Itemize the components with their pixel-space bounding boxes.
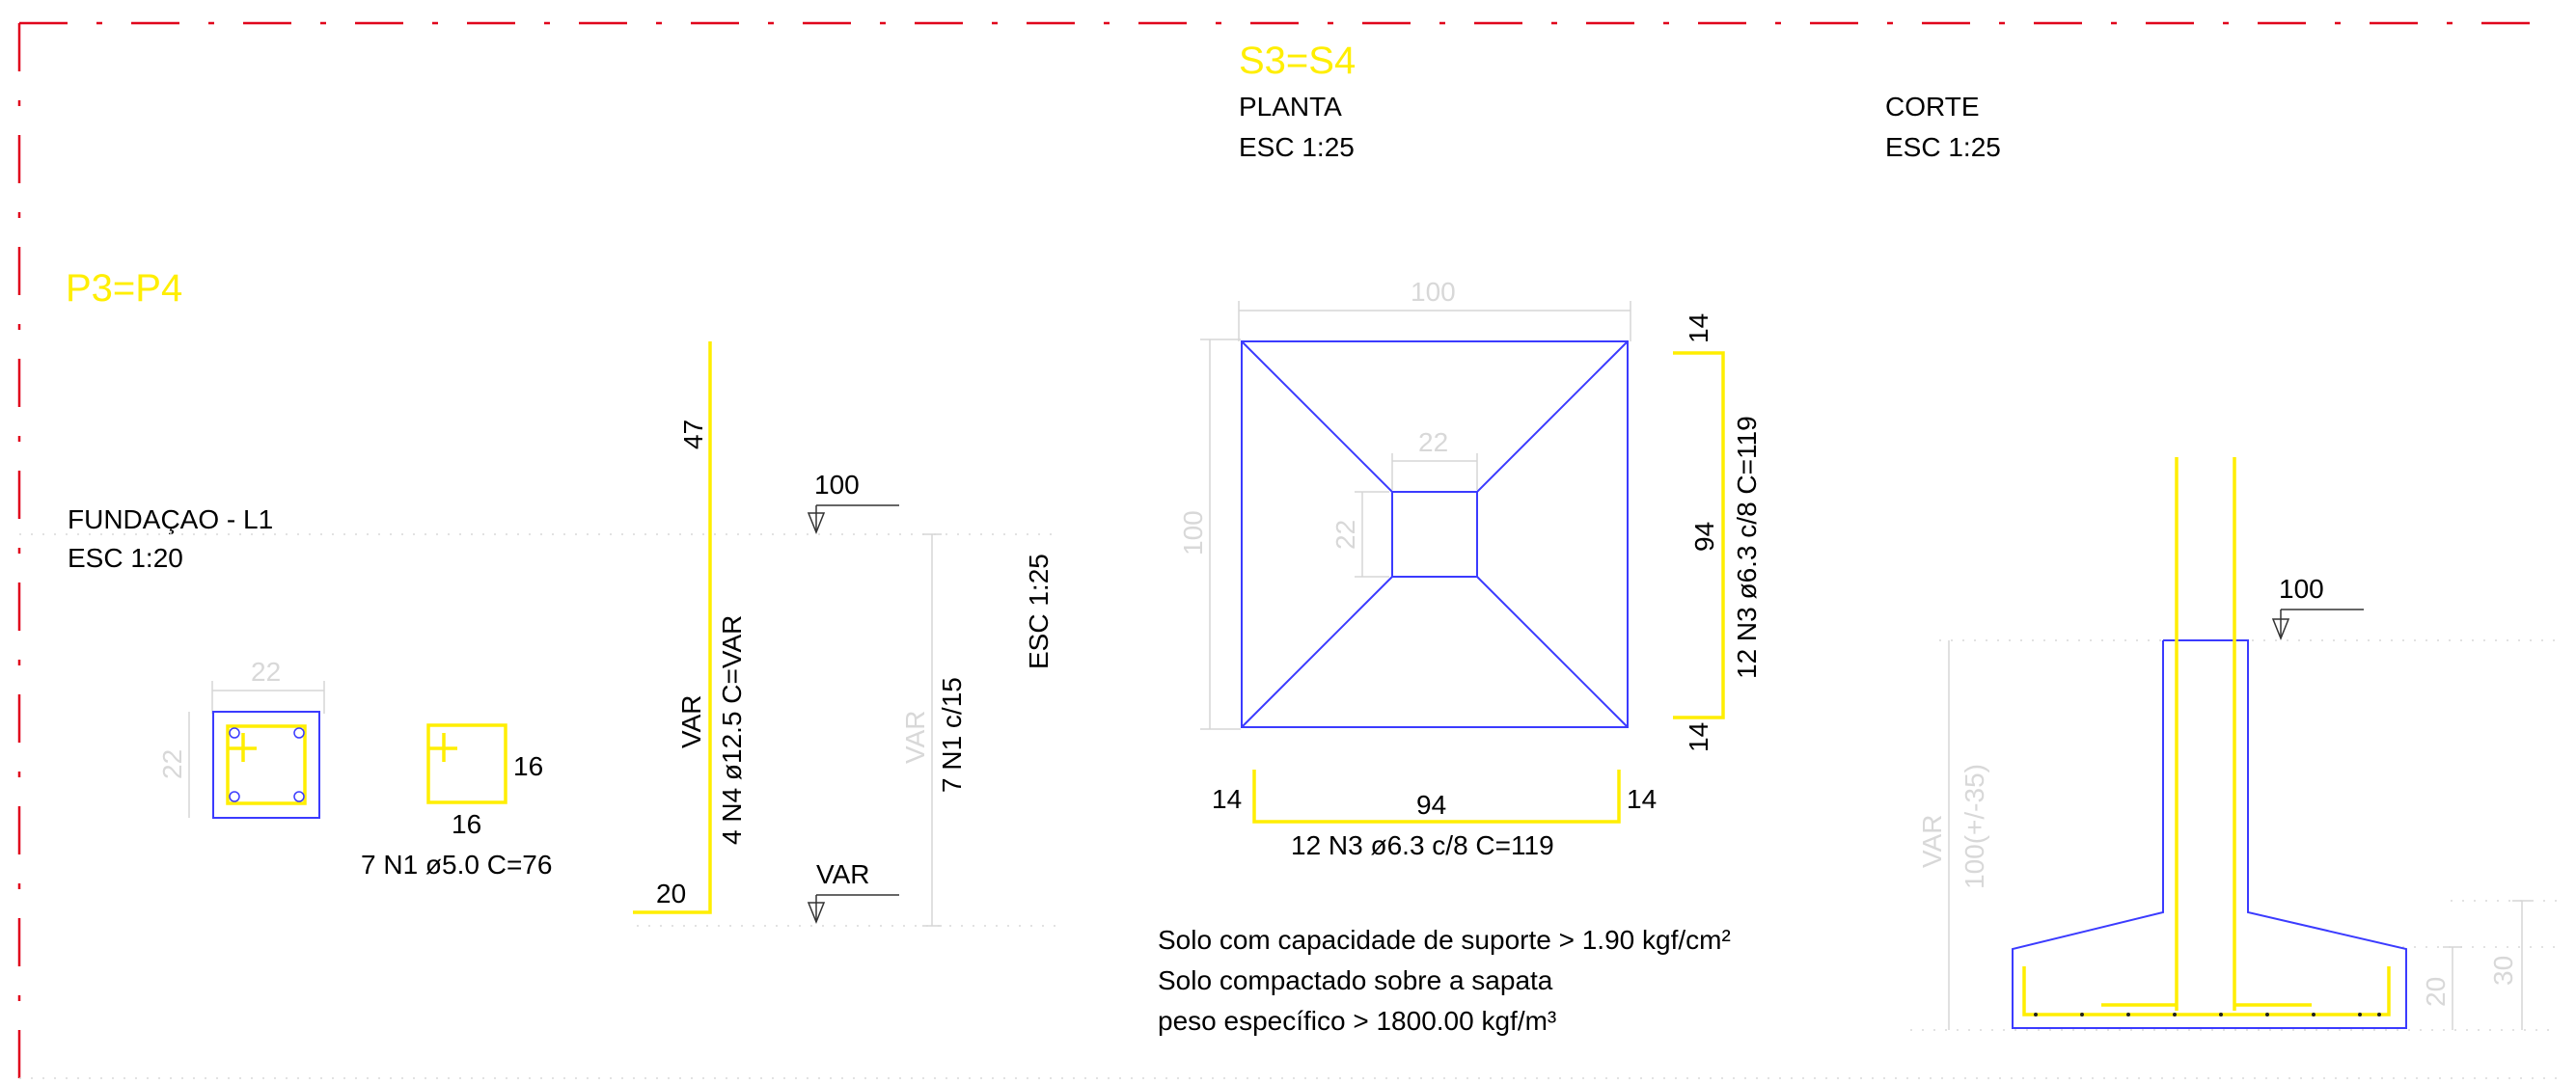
right-bar-bottom: 14 [1684,722,1713,752]
pillar-dim-top: 22 [251,657,281,687]
bar-hook-length: 20 [656,879,686,908]
note-line: Solo com capacidade de suporte > 1.90 kg… [1158,925,1731,955]
corte-label: CORTE [1885,92,1980,122]
pillar-stirrup [226,724,307,805]
level-top: 100 [814,470,860,500]
rebar-dot [293,727,305,739]
rebar-dot [229,791,240,802]
section-height: 100(+/-35) [1959,764,1989,889]
section-dim-30: 30 [2488,956,2518,986]
bottom-bar-right: 14 [1627,784,1657,814]
soil-notes: Solo com capacidade de suporte > 1.90 kg… [1158,925,1731,1036]
stirrup-spec: 7 N1 ø5.0 C=76 [361,850,552,880]
pedestal-outline [1391,491,1478,578]
sheet-border [17,21,2557,1084]
footing-outline [1241,340,1629,728]
right-bar-top: 14 [1684,313,1713,343]
note-line: peso específico > 1800.00 kgf/m³ [1158,1006,1556,1036]
section-dim-20: 20 [2421,977,2451,1007]
bottom-bar-spec: 12 N3 ø6.3 c/8 C=119 [1291,830,1554,860]
bar-top-length: 47 [678,420,708,449]
side-scale: ESC 1:25 [1024,554,1054,669]
right-bar [1673,351,1725,719]
fundacao-scale: ESC 1:20 [68,543,183,573]
title-p3-p4: P3=P4 [66,267,182,310]
planta-scale: ESC 1:25 [1239,132,1355,162]
corte-scale: ESC 1:25 [1885,132,2001,162]
pillar-outline [212,711,320,819]
bar-var-label: VAR [676,695,706,749]
stirrup-width: 16 [513,751,543,781]
section-level: 100 [2279,574,2324,604]
stirrup-height: 16 [452,809,481,839]
pillar-elevation: 47 20 VAR 4 N4 ø12.5 C=VAR 100 VAR VAR 7… [19,341,1061,927]
note-line: Solo compactado sobre a sapata [1158,965,1553,995]
right-bar-mid: 94 [1689,522,1719,552]
pillar-dim-left: 22 [157,749,187,779]
level-bottom: VAR [816,859,870,889]
section-var: VAR [1917,815,1947,869]
rebar-dot [229,727,240,739]
fundacao-label: FUNDAÇAO - L1 [68,504,273,534]
footing-section: 100 VAR 100(+/-35) 20 30 [1910,457,2557,1031]
pedestal-width: 22 [1418,427,1448,457]
title-s3-s4: S3=S4 [1239,40,1356,82]
height-var: VAR [900,711,930,765]
bottom-bar [1252,770,1621,824]
section-rebar-dots [2034,1013,2381,1016]
right-bar-spec: 12 N3 ø6.3 c/8 C=119 [1732,416,1762,679]
rebar-dot [293,791,305,802]
stirrup-spacing: 7 N1 c/15 [937,677,967,793]
bottom-bar-mid: 94 [1416,790,1446,820]
footing-plan: 100 100 22 22 14 94 14 12 N3 ø6.3 c/8 C=… [1178,277,1762,860]
plan-height: 100 [1178,510,1208,556]
bar-spec: 4 N4 ø12.5 C=VAR [717,615,747,845]
section-bottom-bar [2022,966,2391,1016]
plan-width: 100 [1411,277,1456,307]
stirrup-detail [426,723,507,804]
main-bar [633,341,712,914]
section-outline [2012,639,2407,1029]
pedestal-height: 22 [1330,520,1360,550]
planta-label: PLANTA [1239,92,1342,122]
pillar-section: 22 22 16 16 7 N1 ø5.0 C=76 [157,657,552,880]
bottom-bar-left: 14 [1212,784,1242,814]
